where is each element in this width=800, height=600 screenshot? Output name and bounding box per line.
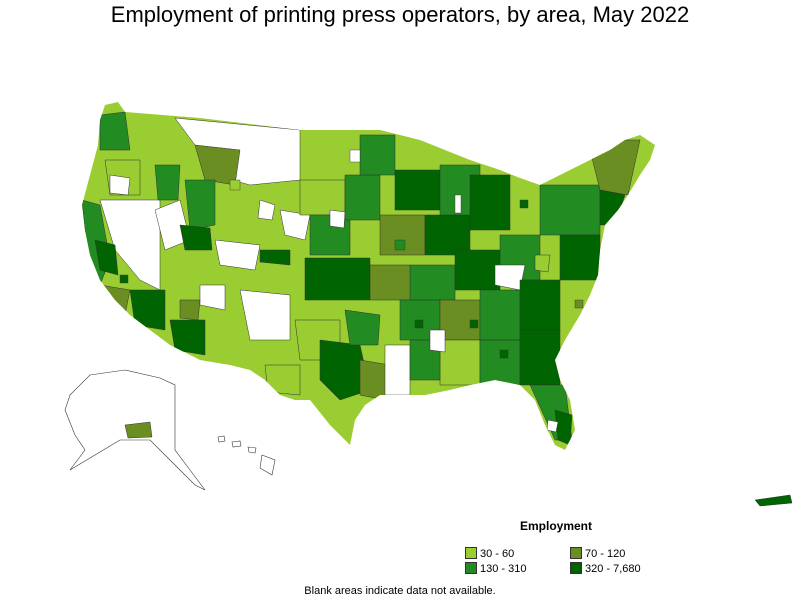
area-detail — [119, 149, 584, 359]
puerto-rico-region — [754, 494, 793, 507]
legend-item-130-310: 130 - 310 — [465, 562, 526, 576]
legend-swatch — [465, 562, 477, 574]
legend-swatch — [465, 547, 477, 559]
map-title: Employment of printing press operators, … — [110, 2, 690, 27]
legend-item-320-7680: 320 - 7,680 — [570, 562, 641, 576]
legend-swatch — [570, 547, 582, 559]
footnote: Blank areas indicate data not available. — [304, 585, 496, 597]
alaska-anchorage-area — [124, 421, 153, 439]
legend-item-30-60: 30 - 60 — [465, 547, 514, 561]
legend-swatch — [570, 562, 582, 574]
legend-title: Employment — [520, 519, 593, 533]
legend-item-70-120: 70 - 120 — [570, 547, 625, 561]
hawaii-region — [217, 435, 276, 476]
